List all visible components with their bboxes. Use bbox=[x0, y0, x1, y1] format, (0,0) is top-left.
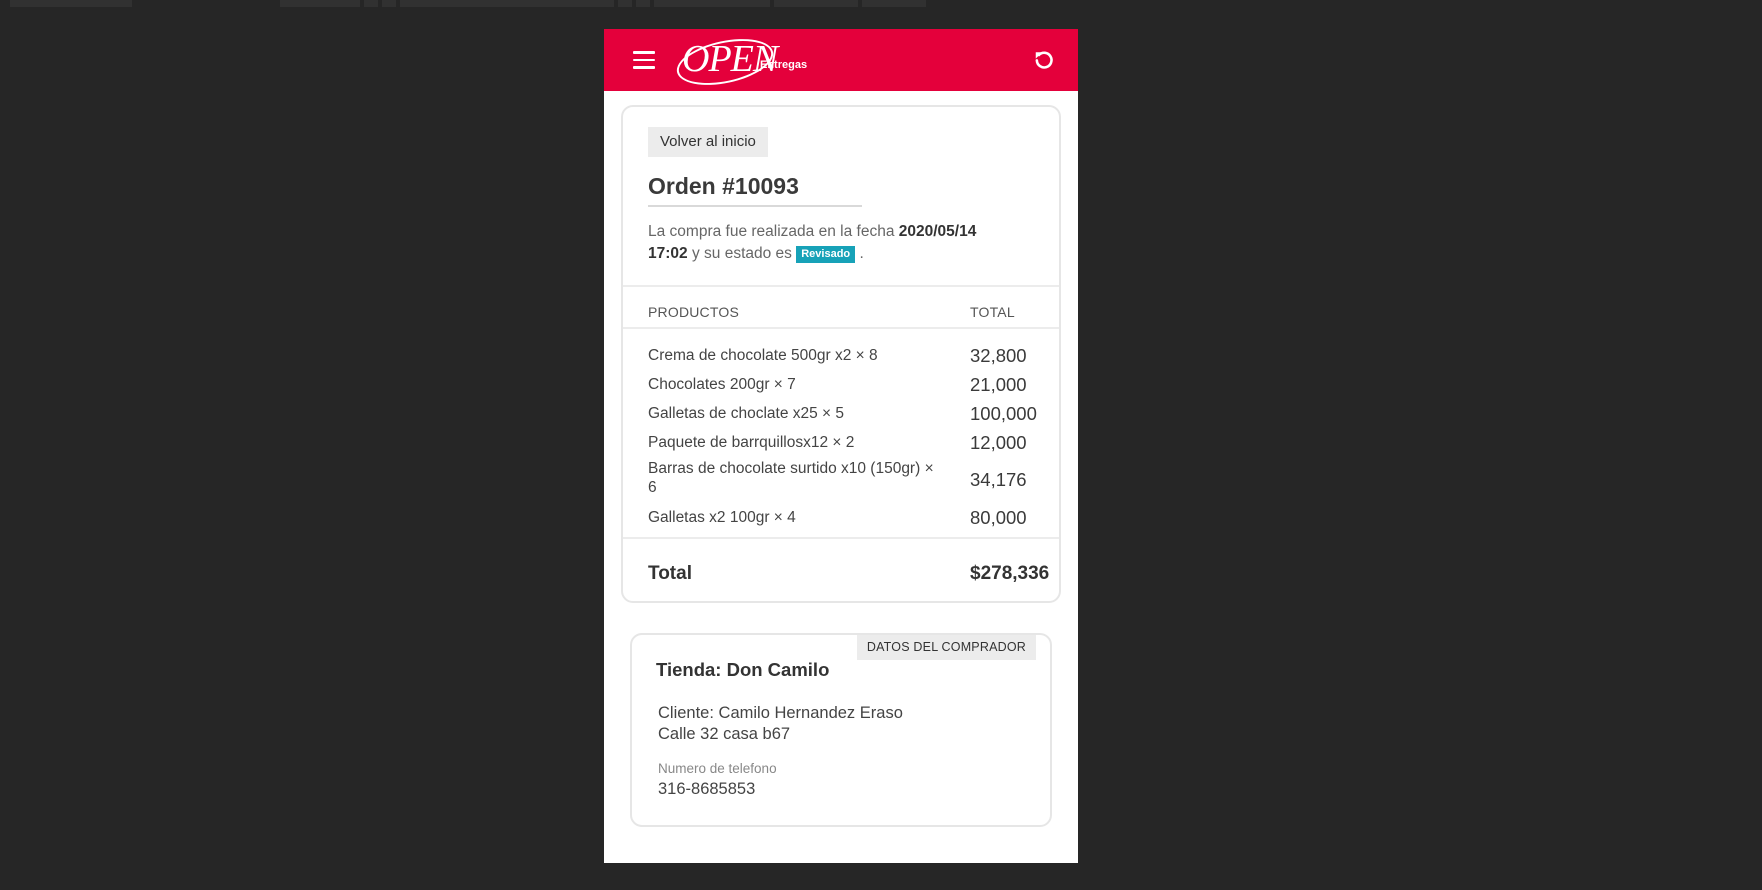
products-header: PRODUCTOS bbox=[648, 304, 739, 320]
phone-label: Numero de telefono bbox=[658, 761, 777, 776]
mobile-viewport: OPEN Entregas Volver al inicio Orden #10… bbox=[604, 29, 1078, 863]
summary-prefix: La compra fue realizada en la fecha bbox=[648, 223, 895, 240]
product-amount: 12,000 bbox=[970, 432, 1027, 453]
buyer-data-tag: DATOS DEL COMPRADOR bbox=[856, 635, 1036, 660]
table-divider-top bbox=[623, 285, 1059, 287]
client-address: Calle 32 casa b67 bbox=[658, 725, 791, 743]
store-name: Tienda: Don Camilo bbox=[656, 659, 830, 680]
product-name: Paquete de barrquillosx12 × 2 bbox=[648, 434, 855, 451]
buyer-card: DATOS DEL COMPRADOR Tienda: Don Camilo C… bbox=[630, 633, 1052, 827]
client-info: Cliente: Camilo Hernandez Eraso Calle 32… bbox=[658, 703, 903, 745]
browser-tab-strip bbox=[0, 0, 1762, 7]
client-name: Cliente: Camilo Hernandez Eraso bbox=[658, 704, 903, 722]
product-amount: 32,800 bbox=[970, 345, 1027, 366]
product-name: Galletas x2 100gr × 4 bbox=[648, 509, 796, 526]
app-bar: OPEN Entregas bbox=[604, 29, 1078, 93]
order-summary: La compra fue realizada en la fecha 2020… bbox=[648, 221, 1018, 265]
phone-number: 316-8685853 bbox=[658, 780, 756, 798]
product-amount: 80,000 bbox=[970, 507, 1027, 528]
order-card: Volver al inicio Orden #10093 La compra … bbox=[621, 105, 1061, 603]
order-title: Orden #10093 bbox=[648, 173, 799, 199]
refresh-icon[interactable] bbox=[1030, 46, 1058, 74]
product-amount: 21,000 bbox=[970, 374, 1027, 395]
table-divider-header bbox=[623, 327, 1059, 329]
brand-subtitle: Entregas bbox=[760, 59, 808, 71]
total-header: TOTAL bbox=[970, 304, 1015, 320]
summary-mid: y su estado es bbox=[691, 245, 792, 262]
product-name: Chocolates 200gr × 7 bbox=[648, 376, 796, 393]
title-divider bbox=[648, 205, 862, 207]
back-home-button[interactable]: Volver al inicio bbox=[648, 127, 768, 157]
brand-name: OPEN bbox=[682, 38, 778, 80]
status-badge: Revisado bbox=[796, 246, 856, 263]
table-divider-bottom bbox=[623, 537, 1059, 539]
brand-logo[interactable]: OPEN Entregas bbox=[672, 31, 816, 93]
product-name: Crema de chocolate 500gr x2 × 8 bbox=[648, 347, 878, 364]
order-date: 2020/05/14 17:02 bbox=[648, 223, 977, 262]
product-name: Galletas de choclate x25 × 5 bbox=[648, 405, 845, 422]
total-label: Total bbox=[648, 563, 692, 584]
product-amount: 100,000 bbox=[970, 403, 1037, 424]
product-amount: 34,176 bbox=[970, 469, 1027, 490]
menu-icon[interactable] bbox=[626, 44, 662, 76]
product-name: Barras de chocolate surtido x10 (150gr) … bbox=[648, 460, 934, 496]
summary-end: . bbox=[859, 245, 864, 262]
total-value: $278,336 bbox=[970, 563, 1050, 584]
